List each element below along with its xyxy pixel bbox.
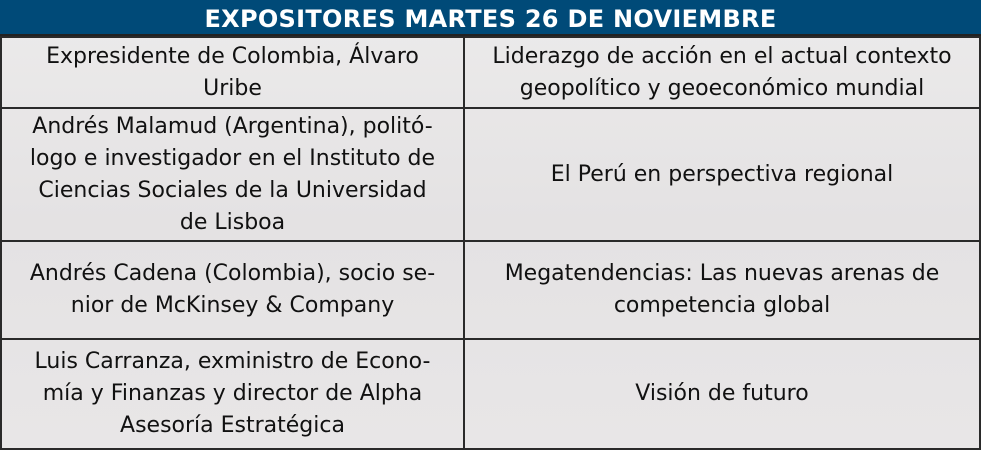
table-row: Luis Carranza, exministro de Econo-mía y… <box>0 338 981 450</box>
table-title: EXPOSITORES MARTES 26 DE NOVIEMBRE <box>0 0 981 36</box>
speaker-cell-line: de Lisboa <box>179 209 286 235</box>
speaker-cell: Luis Carranza, exministro de Econo-mía y… <box>0 338 465 450</box>
speaker-cell-line: Expresidente de Colombia, Álvaro <box>46 43 419 69</box>
table-row: Expresidente de Colombia, Álvaro Uribe Lid… <box>0 36 981 109</box>
speaker-cell-line: Andrés Cadena (Colombia), socio se- <box>29 261 436 286</box>
speakers-table: Expresidente de Colombia, Álvaro Uribe Lid… <box>0 36 981 450</box>
speaker-cell: Andrés Cadena (Colombia), socio se-nior … <box>0 240 465 340</box>
topic-cell: Liderazgo de acción en el actual context… <box>463 36 981 109</box>
topic-cell-line: Megatendencias: Las nuevas arenas de <box>504 261 940 286</box>
speaker-cell: Andrés Malamud (Argentina), politó-logo … <box>0 107 465 242</box>
speaker-cell-line: Andrés Malamud (Argentina), politó- <box>32 113 433 139</box>
table-row: Andrés Malamud (Argentina), politó-logo … <box>0 107 981 242</box>
speaker-cell: Expresidente de Colombia, Álvaro Uribe <box>0 36 465 109</box>
speaker-cell-line: Uribe <box>203 75 262 101</box>
speaker-cell-line: Luis Carranza, exministro de Econo- <box>34 349 431 374</box>
topic-cell-line: Visión de futuro <box>635 381 809 406</box>
speaker-cell-line: Asesoría Estratégica <box>120 413 345 438</box>
topic-cell-line: Liderazgo de acción en el actual context… <box>492 43 952 69</box>
topic-cell: Megatendencias: Las nuevas arenas de comp… <box>463 240 981 340</box>
speaker-cell-line: mía y Finanzas y director de Alpha <box>42 381 423 406</box>
table-row: Andrés Cadena (Colombia), socio se-nior … <box>0 240 981 340</box>
speaker-cell-line: Ciencias Sociales de la Universidad <box>38 177 427 203</box>
topic-cell: Visión de futuro <box>463 338 981 450</box>
topic-cell-line: geopolítico y geoeconómico mundial <box>519 75 925 101</box>
topic-cell-line: competencia global <box>613 293 831 318</box>
topic-cell-line: El Perú en perspectiva regional <box>550 161 894 187</box>
speaker-cell-line: logo e investigador en el Instituto de <box>29 145 436 171</box>
topic-cell: El Perú en perspectiva regional <box>463 107 981 242</box>
speaker-cell-line: nior de McKinsey & Company <box>70 293 395 318</box>
